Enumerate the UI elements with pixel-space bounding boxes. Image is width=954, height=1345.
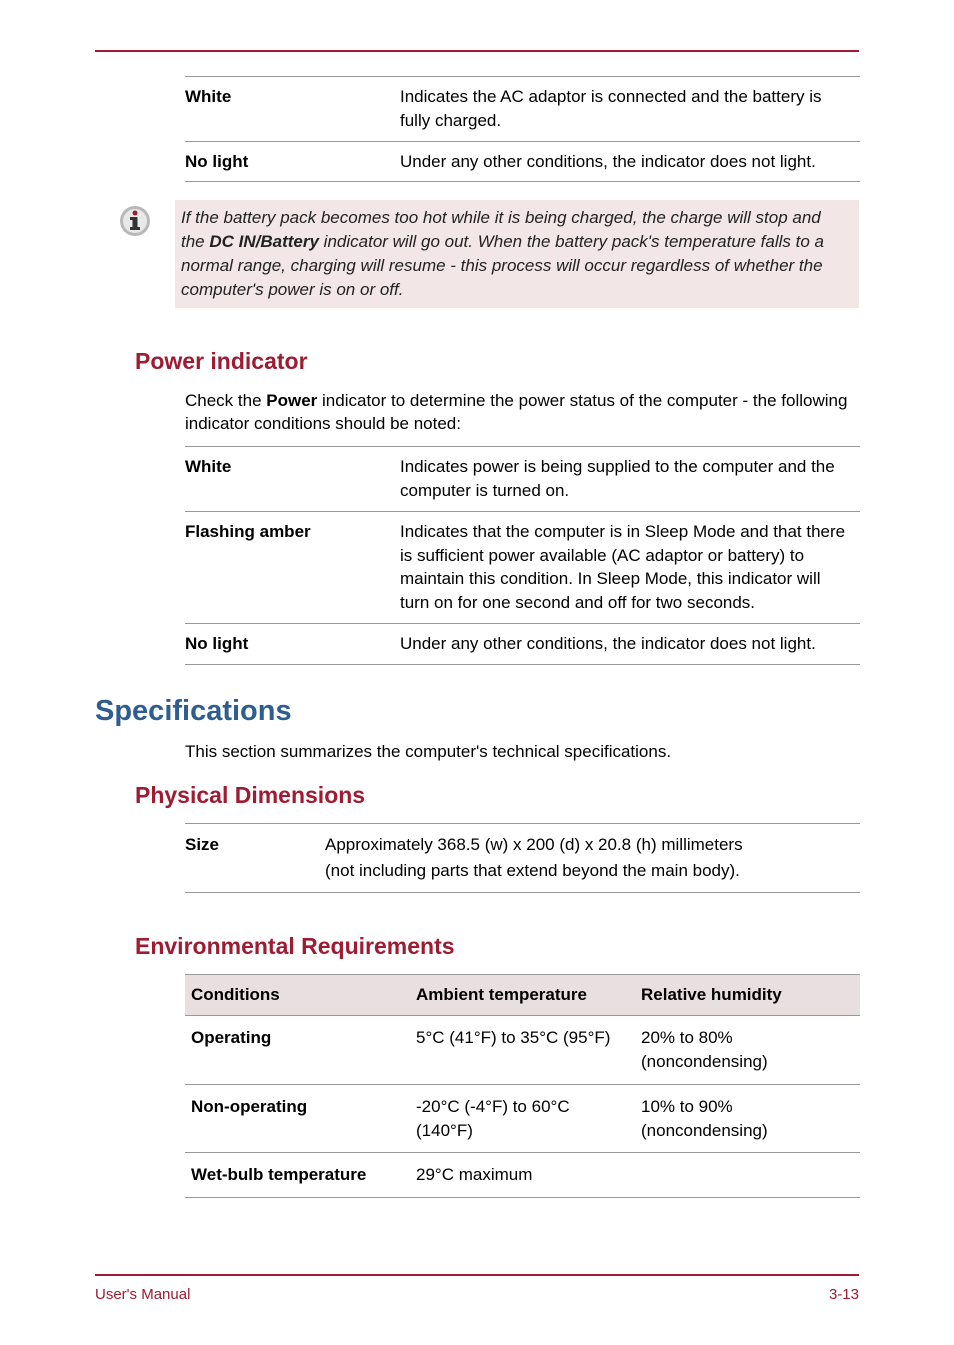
specifications-heading: Specifications bbox=[95, 695, 859, 728]
note-block: If the battery pack becomes too hot whil… bbox=[95, 200, 859, 307]
row-humidity bbox=[635, 1153, 860, 1198]
row-desc: Under any other conditions, the indicato… bbox=[400, 623, 860, 664]
row-desc: Under any other conditions, the indicato… bbox=[400, 141, 860, 182]
top-rule bbox=[95, 50, 859, 52]
row-desc: Indicates that the computer is in Sleep … bbox=[400, 511, 860, 623]
battery-indicator-table: White Indicates the AC adaptor is connec… bbox=[185, 76, 860, 182]
power-intro-pre: Check the bbox=[185, 391, 266, 410]
row-ambient: 5°C (41°F) to 35°C (95°F) bbox=[410, 1016, 635, 1085]
environmental-requirements-table: Conditions Ambient temperature Relative … bbox=[185, 974, 860, 1198]
row-label: Wet-bulb temperature bbox=[185, 1153, 410, 1198]
table-row: Non-operating -20°C (-4°F) to 60°C (140°… bbox=[185, 1084, 860, 1153]
table-row: No light Under any other conditions, the… bbox=[185, 141, 860, 182]
row-humidity: 20% to 80% (noncondensing) bbox=[635, 1016, 860, 1085]
specifications-intro: This section summarizes the computer's t… bbox=[185, 740, 859, 764]
power-intro: Check the Power indicator to determine t… bbox=[185, 389, 859, 437]
row-label: White bbox=[185, 447, 400, 512]
footer-left: User's Manual bbox=[95, 1286, 190, 1303]
page-footer: User's Manual 3-13 bbox=[95, 1274, 859, 1303]
table-row: Wet-bulb temperature 29°C maximum bbox=[185, 1153, 860, 1198]
row-label: Flashing amber bbox=[185, 511, 400, 623]
info-icon bbox=[95, 200, 175, 238]
size-label: Size bbox=[185, 823, 325, 893]
table-row: No light Under any other conditions, the… bbox=[185, 623, 860, 664]
row-label: No light bbox=[185, 623, 400, 664]
size-line2: (not including parts that extend beyond … bbox=[325, 861, 740, 880]
note-text: If the battery pack becomes too hot whil… bbox=[175, 200, 859, 307]
table-row: Size Approximately 368.5 (w) x 200 (d) x… bbox=[185, 823, 860, 893]
row-desc: Indicates power is being supplied to the… bbox=[400, 447, 860, 512]
row-ambient: -20°C (-4°F) to 60°C (140°F) bbox=[410, 1084, 635, 1153]
row-label: White bbox=[185, 77, 400, 142]
size-line1: Approximately 368.5 (w) x 200 (d) x 20.8… bbox=[325, 835, 743, 854]
table-row: Operating 5°C (41°F) to 35°C (95°F) 20% … bbox=[185, 1016, 860, 1085]
environmental-requirements-heading: Environmental Requirements bbox=[135, 933, 859, 960]
row-desc: Indicates the AC adaptor is connected an… bbox=[400, 77, 860, 142]
physical-dimensions-heading: Physical Dimensions bbox=[135, 782, 859, 809]
note-bold: DC IN/Battery bbox=[209, 232, 319, 251]
power-indicator-table: White Indicates power is being supplied … bbox=[185, 446, 860, 665]
row-humidity: 10% to 90% (noncondensing) bbox=[635, 1084, 860, 1153]
row-label: Operating bbox=[185, 1016, 410, 1085]
col-humidity: Relative humidity bbox=[635, 975, 860, 1016]
col-conditions: Conditions bbox=[185, 975, 410, 1016]
row-label: Non-operating bbox=[185, 1084, 410, 1153]
table-row: White Indicates power is being supplied … bbox=[185, 447, 860, 512]
physical-dimensions-table: Size Approximately 368.5 (w) x 200 (d) x… bbox=[185, 823, 860, 894]
power-indicator-heading: Power indicator bbox=[135, 348, 859, 375]
table-row: White Indicates the AC adaptor is connec… bbox=[185, 77, 860, 142]
footer-right: 3-13 bbox=[829, 1286, 859, 1303]
power-intro-bold: Power bbox=[266, 391, 317, 410]
table-header-row: Conditions Ambient temperature Relative … bbox=[185, 975, 860, 1016]
table-row: Flashing amber Indicates that the comput… bbox=[185, 511, 860, 623]
row-ambient: 29°C maximum bbox=[410, 1153, 635, 1198]
col-ambient: Ambient temperature bbox=[410, 975, 635, 1016]
size-value: Approximately 368.5 (w) x 200 (d) x 20.8… bbox=[325, 823, 860, 893]
row-label: No light bbox=[185, 141, 400, 182]
